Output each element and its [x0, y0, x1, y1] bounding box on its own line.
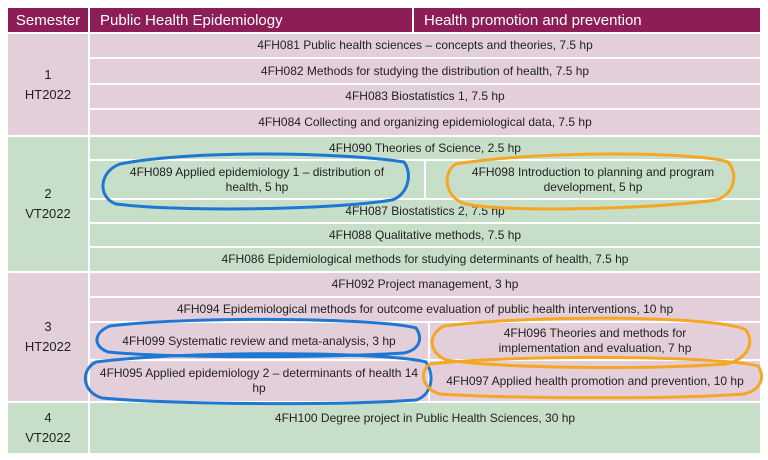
- semester-term: HT2022: [24, 339, 72, 354]
- semester-number: 3: [44, 319, 52, 334]
- course-row: 4FH087 Biostatistics 2, 7.5 hp: [90, 200, 760, 222]
- header-semester: Semester: [8, 8, 88, 32]
- course-row: 4FH083 Biostatistics 1, 7.5 hp: [90, 85, 760, 108]
- course-row: 4FH088 Qualitative methods, 7.5 hp: [90, 224, 760, 246]
- course-row: 4FH100 Degree project in Public Health S…: [90, 403, 760, 453]
- course-row: 4FH092 Project management, 3 hp: [90, 273, 760, 296]
- course-cell-epidemiology: 4FH089 Applied epidemiology 1 – distribu…: [90, 161, 424, 198]
- course-cell-health-promotion: 4FH098 Introduction to planning and prog…: [426, 161, 760, 198]
- header-track-health-promotion: Health promotion and prevention: [414, 8, 760, 32]
- semester-4-cell: 4 VT2022: [8, 403, 88, 453]
- course-row: 4FH084 Collecting and organizing epidemi…: [90, 110, 760, 135]
- semester-number: 2: [44, 186, 52, 201]
- semester-1-cell: 1 HT2022: [8, 34, 88, 135]
- header-track-epidemiology: Public Health Epidemiology: [90, 8, 412, 32]
- course-row: 4FH086 Epidemiological methods for study…: [90, 248, 760, 271]
- course-row: 4FH094 Epidemiological methods for outco…: [90, 298, 760, 321]
- semester-number: 4: [44, 410, 52, 425]
- semester-3-cell: 3 HT2022: [8, 273, 88, 401]
- course-row: 4FH082 Methods for studying the distribu…: [90, 59, 760, 83]
- semester-term: VT2022: [25, 206, 71, 221]
- course-cell-epidemiology: 4FH099 Systematic review and meta-analys…: [90, 323, 428, 359]
- course-row: 4FH090 Theories of Science, 2.5 hp: [90, 137, 760, 159]
- semester-term: VT2022: [25, 430, 71, 445]
- course-cell-health-promotion: 4FH096 Theories and methods for implemen…: [430, 323, 760, 359]
- course-cell-epidemiology: 4FH095 Applied epidemiology 2 – determin…: [90, 361, 428, 401]
- semester-number: 1: [44, 66, 52, 82]
- semester-term: HT2022: [24, 86, 72, 102]
- course-cell-health-promotion: 4FH097 Applied health promotion and prev…: [430, 361, 760, 401]
- semester-2-cell: 2 VT2022: [8, 137, 88, 271]
- course-row: 4FH081 Public health sciences – concepts…: [90, 34, 760, 57]
